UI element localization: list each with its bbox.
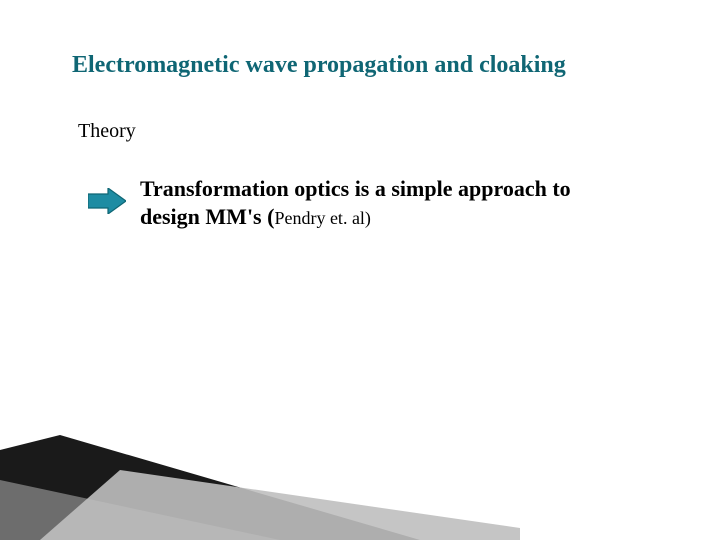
section-subtitle: Theory [78, 120, 136, 143]
body-citation: Pendry et. al) [274, 208, 370, 228]
body-text: Transformation optics is a simple approa… [140, 175, 620, 230]
arrow-right-icon [88, 188, 126, 219]
slide-decoration [0, 360, 720, 540]
slide-title: Electromagnetic wave propagation and clo… [72, 52, 566, 79]
